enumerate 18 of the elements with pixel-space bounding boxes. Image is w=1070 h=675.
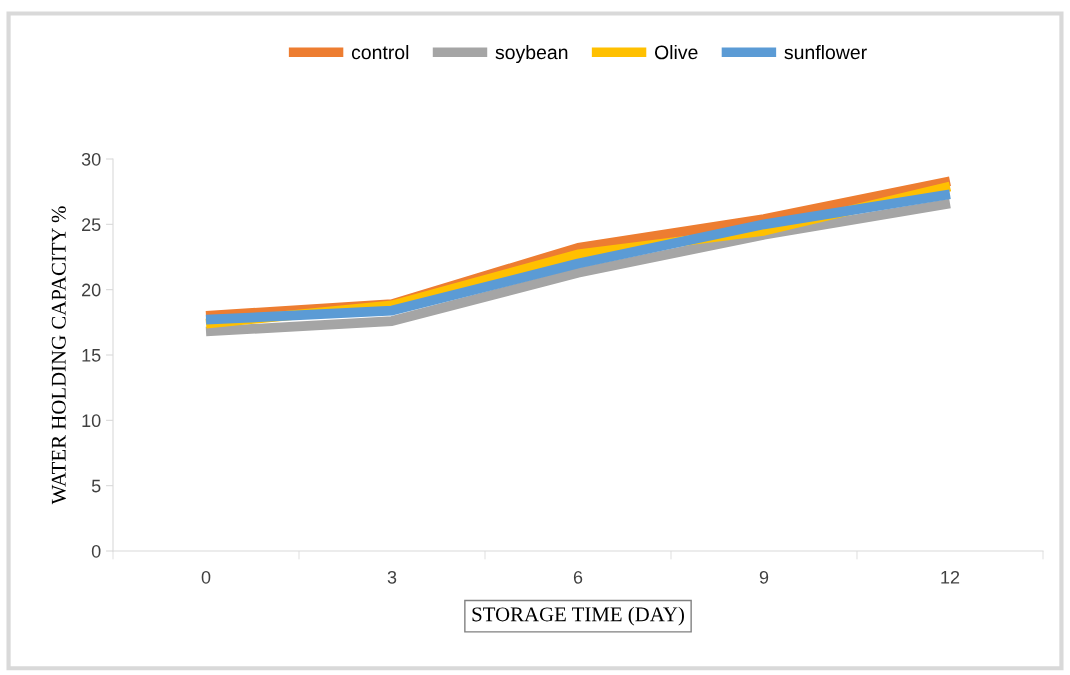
- legend-label: control: [351, 44, 409, 60]
- y-tick-label: 0: [91, 544, 101, 558]
- legend-label: sunflower: [784, 44, 867, 60]
- x-tick-label: 3: [387, 570, 397, 584]
- legend-label: Olive: [654, 44, 698, 60]
- y-tick-label: 30: [81, 152, 101, 166]
- x-tick-label: 9: [759, 570, 769, 584]
- y-axis-title: WATER HOLDING CAPACITY %: [51, 206, 66, 505]
- legend-label: soybean: [495, 44, 568, 64]
- x-tick-label: 12: [941, 570, 960, 584]
- y-tick-label: 10: [82, 414, 101, 428]
- y-tick-label: 5: [91, 479, 101, 493]
- x-axis-title: STORAGE TIME (DAY): [472, 606, 684, 626]
- y-tick-label: 15: [82, 349, 101, 362]
- x-tick-label: 0: [201, 570, 211, 584]
- y-tick-label: 25: [82, 218, 101, 232]
- x-tick-label: 6: [573, 570, 583, 584]
- y-tick-label: 20: [82, 283, 101, 297]
